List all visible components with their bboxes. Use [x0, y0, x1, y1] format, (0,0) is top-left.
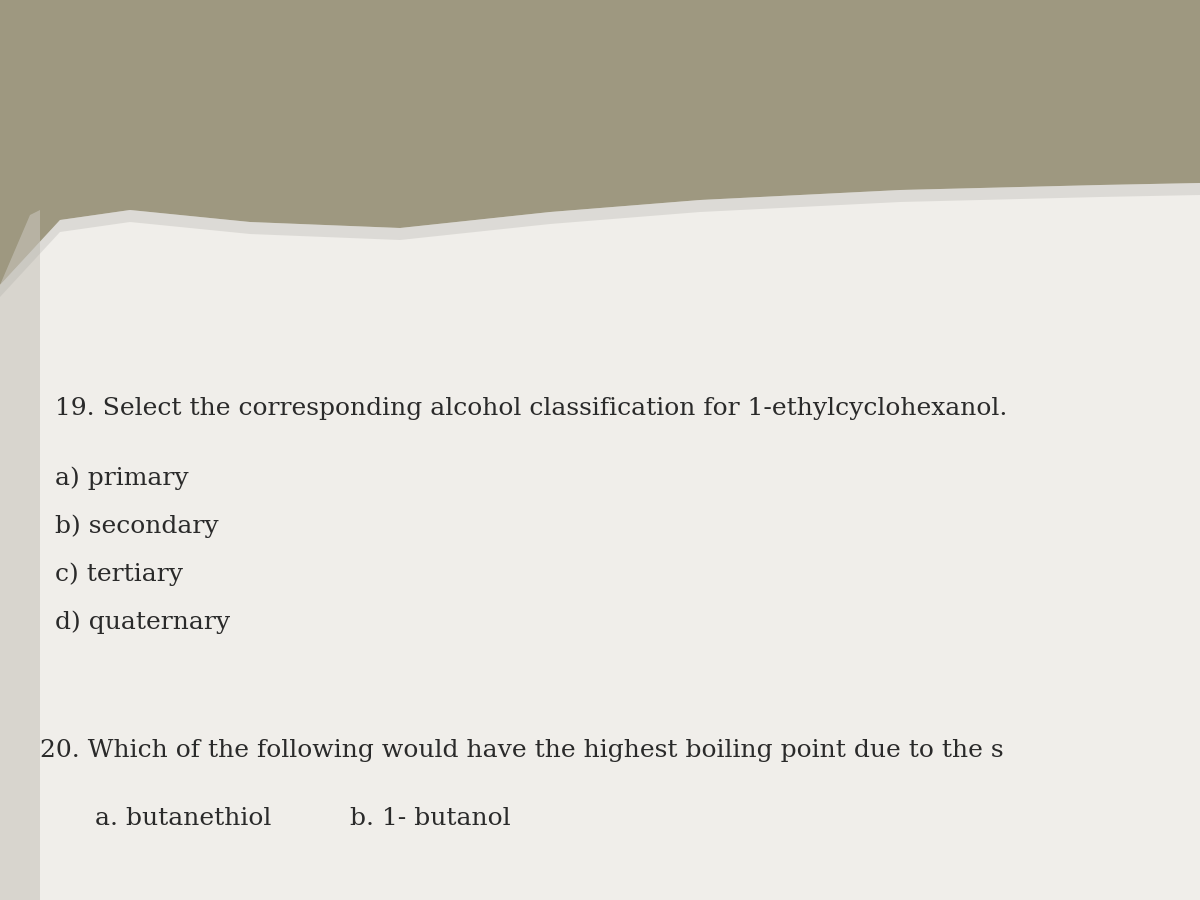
Text: b) secondary: b) secondary	[55, 515, 218, 538]
Polygon shape	[0, 183, 1200, 297]
Text: 20. Which of the following would have the highest boiling point due to the s: 20. Which of the following would have th…	[40, 739, 1003, 762]
Text: a) primary: a) primary	[55, 466, 188, 490]
Text: a. butanethiol: a. butanethiol	[95, 807, 271, 830]
Text: b. 1- butanol: b. 1- butanol	[350, 807, 511, 830]
Text: c) tertiary: c) tertiary	[55, 562, 182, 586]
Polygon shape	[0, 183, 1200, 900]
Text: 19. Select the corresponding alcohol classification for 1-ethylcyclohexanol.: 19. Select the corresponding alcohol cla…	[55, 397, 1007, 420]
Polygon shape	[0, 210, 40, 900]
Text: d) quaternary: d) quaternary	[55, 610, 230, 634]
